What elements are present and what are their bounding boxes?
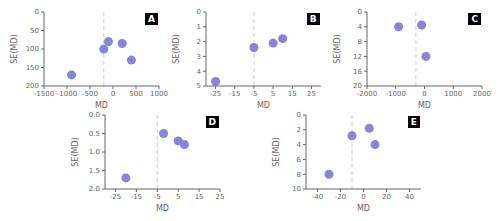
svg-text:25: 25 (306, 90, 315, 98)
svg-text:MD: MD (256, 101, 269, 108)
svg-text:15: 15 (195, 193, 204, 201)
svg-text:20: 20 (353, 82, 362, 90)
svg-text:1000: 1000 (150, 90, 168, 98)
svg-text:2: 2 (196, 38, 200, 46)
svg-text:5: 5 (270, 90, 274, 98)
svg-text:-1000: -1000 (57, 90, 77, 98)
svg-text:0.5: 0.5 (89, 130, 100, 138)
svg-text:-20: -20 (335, 193, 346, 201)
svg-text:SE(MD): SE(MD) (10, 34, 19, 63)
svg-text:5: 5 (196, 82, 200, 90)
svg-text:1: 1 (196, 23, 200, 31)
svg-text:8: 8 (358, 38, 362, 46)
svg-text:4: 4 (297, 141, 302, 149)
html-text:A: A (148, 14, 155, 24)
svg-text:1000: 1000 (444, 90, 462, 98)
svg-text:6: 6 (297, 156, 302, 164)
svg-text:0: 0 (196, 8, 200, 16)
html-text:E: E (410, 117, 417, 127)
svg-text:MD: MD (418, 101, 431, 108)
html-text:D: D (208, 117, 216, 127)
svg-text:-15: -15 (229, 90, 240, 98)
svg-text:-1500: -1500 (34, 90, 54, 98)
svg-text:20: 20 (382, 193, 391, 201)
svg-text:SE(MD): SE(MD) (333, 34, 342, 63)
svg-text:16: 16 (353, 68, 362, 76)
svg-text:1.5: 1.5 (89, 167, 100, 175)
svg-text:MD: MD (156, 204, 169, 211)
svg-text:25: 25 (216, 193, 225, 201)
svg-text:-5: -5 (250, 90, 257, 98)
svg-text:100: 100 (26, 45, 39, 53)
svg-text:0: 0 (422, 90, 426, 98)
svg-text:15: 15 (287, 90, 296, 98)
svg-text:0: 0 (361, 193, 365, 201)
html-text:B: B (309, 14, 317, 24)
svg-text:-500: -500 (82, 90, 98, 98)
svg-text:4: 4 (196, 68, 201, 76)
svg-text:0: 0 (358, 8, 362, 16)
svg-text:2: 2 (297, 126, 301, 134)
svg-text:SE(MD): SE(MD) (272, 137, 281, 166)
svg-text:200: 200 (26, 82, 39, 90)
svg-text:MD: MD (357, 204, 370, 211)
svg-text:1.0: 1.0 (89, 148, 100, 156)
svg-text:10: 10 (292, 185, 301, 193)
svg-text:50: 50 (30, 27, 39, 35)
svg-text:SE(MD): SE(MD) (171, 34, 180, 63)
svg-text:3: 3 (196, 53, 200, 61)
svg-text:2.0: 2.0 (89, 185, 100, 193)
svg-text:40: 40 (405, 193, 414, 201)
svg-text:-2000: -2000 (357, 90, 377, 98)
svg-text:4: 4 (358, 23, 363, 31)
svg-text:MD: MD (95, 101, 108, 108)
svg-text:0: 0 (111, 90, 115, 98)
svg-text:500: 500 (129, 90, 142, 98)
svg-text:12: 12 (353, 53, 362, 61)
svg-text:0.0: 0.0 (89, 111, 100, 119)
svg-text:8: 8 (297, 171, 301, 179)
svg-text:-1000: -1000 (386, 90, 406, 98)
html-text:C: C (471, 14, 478, 24)
svg-text:-25: -25 (209, 90, 220, 98)
svg-text:2000: 2000 (473, 90, 491, 98)
svg-text:-5: -5 (154, 193, 161, 201)
svg-text:150: 150 (26, 64, 39, 72)
svg-text:-15: -15 (131, 193, 142, 201)
svg-text:5: 5 (176, 193, 180, 201)
svg-text:-25: -25 (110, 193, 121, 201)
svg-text:-40: -40 (312, 193, 323, 201)
svg-text:SE(MD): SE(MD) (71, 137, 80, 166)
svg-text:0: 0 (297, 111, 301, 119)
svg-text:0: 0 (35, 8, 39, 16)
